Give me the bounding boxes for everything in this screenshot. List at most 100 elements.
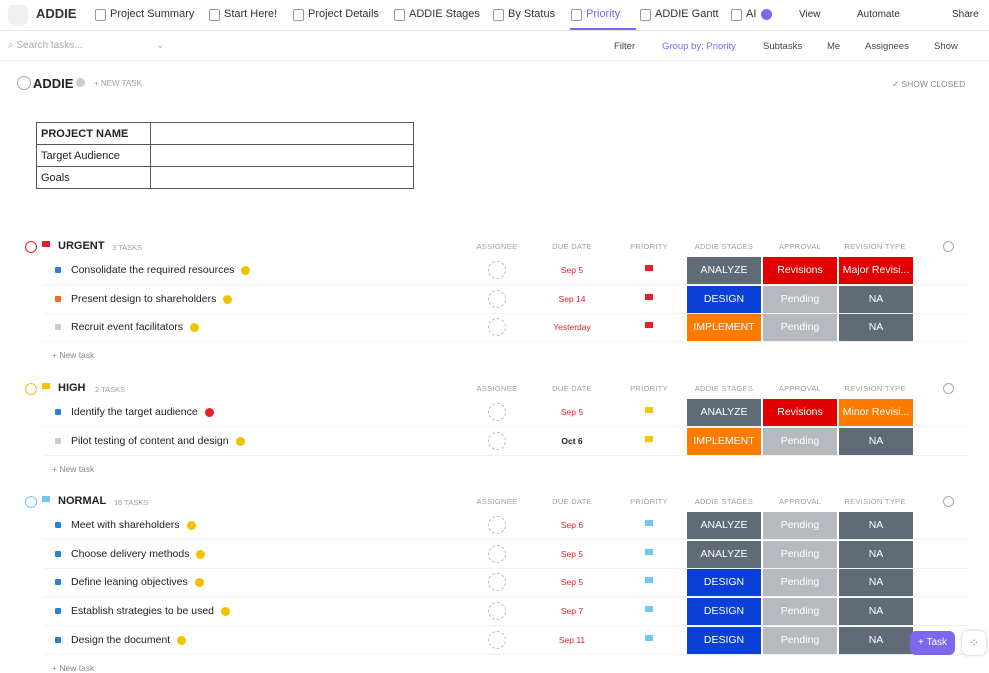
priority-flag — [645, 265, 653, 271]
new-task-row[interactable]: + New task — [52, 463, 95, 474]
view-tab[interactable]: By Status — [508, 8, 556, 20]
assignee-placeholder — [488, 573, 506, 592]
view-tab[interactable]: ADDIE Gantt — [655, 8, 719, 20]
revision-cell: NA — [839, 540, 913, 568]
assignee-placeholder — [488, 403, 506, 421]
assignee-placeholder — [488, 318, 506, 337]
due-date: Oct 6 — [561, 435, 583, 446]
column-header: ADDIE STAGES — [694, 497, 754, 506]
status-square — [55, 409, 61, 415]
status-square — [55, 608, 61, 615]
view-tab[interactable]: ADDIE Stages — [409, 8, 480, 20]
column-header: DUE DATE — [552, 242, 592, 251]
tab-icon — [640, 9, 651, 21]
revision-cell: NA — [839, 314, 913, 342]
task-badge — [177, 635, 187, 645]
task-name: Recruit event facilitators — [71, 321, 184, 334]
task-badge — [194, 578, 204, 588]
task-row[interactable] — [42, 540, 968, 569]
task-name: Choose delivery methods — [71, 547, 190, 560]
status-square — [55, 636, 61, 643]
view-tab[interactable]: Start Here! — [224, 8, 278, 20]
task-badge — [241, 266, 251, 275]
new-task-row[interactable]: + New task — [52, 662, 95, 673]
status-square — [55, 324, 61, 331]
search-box[interactable]: ⌕ Search tasks... ⌄ — [8, 40, 165, 51]
approval-cell: Pending — [763, 512, 837, 539]
fab-task[interactable]: + Task — [910, 631, 955, 655]
status-square — [55, 579, 61, 586]
task-name: Define leaning objectives — [71, 576, 188, 589]
column-header: APPROVAL — [778, 384, 822, 393]
task-name: Establish strategies to be used — [71, 605, 215, 618]
toolbar-button[interactable]: Share — [952, 9, 979, 20]
filter-button[interactable]: Me — [827, 41, 841, 52]
task-row[interactable] — [42, 597, 968, 627]
filter-button[interactable]: Assignees — [865, 41, 909, 52]
column-header: APPROVAL — [778, 497, 822, 506]
search-placeholder: Search tasks... — [16, 40, 83, 51]
tab-icon — [571, 9, 582, 21]
due-date: Sep 5 — [560, 577, 584, 588]
task-row[interactable] — [42, 313, 968, 343]
fab-label: Task — [926, 637, 947, 648]
approval-cell: Pending — [763, 598, 837, 626]
view-tab[interactable]: Priority — [586, 8, 621, 20]
task-row[interactable] — [42, 568, 968, 598]
assignee-placeholder — [488, 516, 506, 534]
filter-button[interactable]: Group by: Priority — [662, 41, 736, 52]
toolbar-button[interactable]: Automate — [857, 9, 900, 20]
revision-cell: Minor Revisi... — [839, 399, 913, 426]
filter-button[interactable]: Filter — [614, 41, 636, 52]
group-count: 16 TASKS — [114, 498, 149, 507]
revision-cell: NA — [839, 626, 913, 654]
stage-cell: DESIGN — [687, 626, 761, 654]
more-tabs — [761, 9, 772, 20]
column-header: ASSIGNEE — [476, 242, 518, 251]
new-task-row[interactable]: + New task — [52, 350, 95, 361]
view-tab[interactable]: AI — [746, 8, 757, 20]
assignee-placeholder — [488, 261, 506, 279]
due-date: Sep 5 — [560, 265, 584, 275]
show-closed[interactable]: ✓ SHOW CLOSED — [892, 79, 966, 89]
stage-cell: ANALYZE — [687, 512, 761, 539]
task-name: Present design to shareholders — [71, 292, 217, 305]
stage-cell: ANALYZE — [687, 399, 761, 426]
tab-icon — [394, 9, 405, 21]
info-row: Target Audience — [36, 144, 414, 167]
task-row[interactable] — [42, 626, 968, 655]
info-value — [150, 122, 414, 145]
task-name: Identify the target audience — [71, 406, 198, 418]
assignee-placeholder — [488, 289, 506, 308]
task-row[interactable] — [42, 427, 968, 456]
approval-cell: Revisions — [763, 399, 837, 426]
priority-flag — [645, 548, 653, 555]
task-row[interactable] — [42, 285, 968, 314]
filter-bar: ⌕ Search tasks... ⌄ Filter Group by: Prior… — [0, 33, 989, 61]
toolbar-button[interactable]: View — [799, 9, 821, 20]
new-task-button[interactable]: + NEW TASK — [94, 79, 142, 88]
tab-icon — [293, 9, 304, 21]
tab-icon — [731, 9, 742, 21]
view-tab[interactable]: Project Summary — [110, 8, 195, 20]
group-name: NORMAL — [58, 495, 107, 507]
column-header: REVISION TYPE — [844, 497, 906, 506]
group-flag — [42, 241, 50, 247]
filter-button[interactable]: Subtasks — [763, 41, 803, 52]
task-row[interactable] — [42, 511, 968, 540]
tab-icon — [209, 9, 220, 21]
task-name: Design the document — [71, 633, 171, 646]
assignee-placeholder — [488, 431, 506, 450]
stage-cell: DESIGN — [687, 569, 761, 597]
space-name[interactable]: ADDIE — [36, 6, 77, 21]
view-tab[interactable]: Project Details — [308, 8, 379, 20]
task-row[interactable] — [42, 398, 968, 427]
apps-button[interactable]: ⁘ — [962, 631, 986, 655]
task-badge — [223, 294, 233, 304]
revision-cell: NA — [839, 427, 913, 455]
column-header: ADDIE STAGES — [694, 384, 754, 393]
filter-button[interactable]: Show — [934, 41, 958, 52]
space-icon[interactable] — [8, 5, 28, 25]
task-row[interactable] — [42, 256, 968, 285]
column-header: PRIORITY — [630, 242, 668, 251]
